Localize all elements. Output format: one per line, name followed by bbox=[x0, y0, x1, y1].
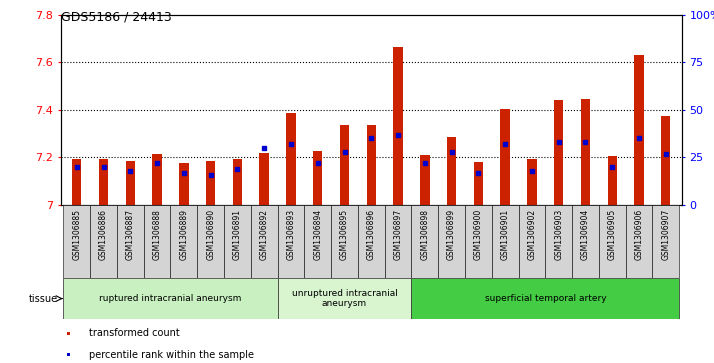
Bar bbox=[518, 205, 545, 278]
Text: GSM1306905: GSM1306905 bbox=[608, 209, 617, 260]
Bar bbox=[340, 125, 349, 205]
Bar bbox=[152, 154, 162, 205]
Bar bbox=[501, 109, 510, 205]
Bar bbox=[653, 205, 679, 278]
Text: GSM1306889: GSM1306889 bbox=[179, 209, 188, 260]
Text: GSM1306899: GSM1306899 bbox=[447, 209, 456, 260]
Bar bbox=[438, 205, 465, 278]
Bar bbox=[304, 205, 331, 278]
Bar bbox=[117, 205, 144, 278]
Bar bbox=[67, 332, 70, 335]
Bar bbox=[64, 278, 278, 319]
Bar bbox=[99, 159, 109, 205]
Text: GSM1306894: GSM1306894 bbox=[313, 209, 322, 260]
Bar bbox=[465, 205, 492, 278]
Text: GSM1306885: GSM1306885 bbox=[72, 209, 81, 260]
Bar bbox=[572, 205, 599, 278]
Text: transformed count: transformed count bbox=[89, 328, 179, 338]
Text: GSM1306891: GSM1306891 bbox=[233, 209, 242, 260]
Text: GSM1306907: GSM1306907 bbox=[661, 209, 670, 260]
Text: tissue: tissue bbox=[29, 294, 58, 303]
Bar bbox=[366, 125, 376, 205]
Bar bbox=[126, 161, 135, 205]
Bar bbox=[233, 159, 242, 205]
Bar bbox=[625, 205, 653, 278]
Bar bbox=[527, 159, 537, 205]
Bar bbox=[411, 278, 679, 319]
Bar bbox=[358, 205, 385, 278]
Text: GSM1306901: GSM1306901 bbox=[501, 209, 510, 260]
Bar bbox=[447, 137, 456, 205]
Text: GSM1306887: GSM1306887 bbox=[126, 209, 135, 260]
Bar bbox=[385, 205, 411, 278]
Bar bbox=[420, 155, 430, 205]
Text: superficial temporal artery: superficial temporal artery bbox=[485, 294, 606, 303]
Bar bbox=[224, 205, 251, 278]
Bar bbox=[608, 156, 617, 205]
Text: GSM1306902: GSM1306902 bbox=[528, 209, 536, 260]
Bar bbox=[580, 99, 590, 205]
Bar bbox=[67, 354, 70, 356]
Bar bbox=[393, 47, 403, 205]
Bar bbox=[661, 116, 670, 205]
Text: GDS5186 / 24413: GDS5186 / 24413 bbox=[61, 11, 171, 24]
Bar bbox=[278, 278, 411, 319]
Bar bbox=[251, 205, 278, 278]
Bar bbox=[411, 205, 438, 278]
Text: GSM1306906: GSM1306906 bbox=[635, 209, 643, 260]
Bar bbox=[197, 205, 224, 278]
Bar bbox=[64, 205, 90, 278]
Bar bbox=[554, 100, 563, 205]
Bar bbox=[90, 205, 117, 278]
Bar bbox=[259, 153, 269, 205]
Text: GSM1306897: GSM1306897 bbox=[393, 209, 403, 260]
Bar bbox=[206, 161, 216, 205]
Text: GSM1306886: GSM1306886 bbox=[99, 209, 108, 260]
Bar bbox=[72, 159, 81, 205]
Text: GSM1306892: GSM1306892 bbox=[260, 209, 268, 260]
Bar bbox=[278, 205, 304, 278]
Text: GSM1306893: GSM1306893 bbox=[286, 209, 296, 260]
Text: GSM1306898: GSM1306898 bbox=[421, 209, 429, 260]
Text: GSM1306888: GSM1306888 bbox=[153, 209, 161, 260]
Text: GSM1306903: GSM1306903 bbox=[554, 209, 563, 260]
Bar bbox=[286, 113, 296, 205]
Bar bbox=[331, 205, 358, 278]
Bar bbox=[545, 205, 572, 278]
Bar bbox=[179, 163, 188, 205]
Text: percentile rank within the sample: percentile rank within the sample bbox=[89, 350, 253, 360]
Text: ruptured intracranial aneurysm: ruptured intracranial aneurysm bbox=[99, 294, 241, 303]
Bar bbox=[634, 55, 644, 205]
Bar bbox=[144, 205, 171, 278]
Bar bbox=[313, 151, 323, 205]
Text: GSM1306896: GSM1306896 bbox=[367, 209, 376, 260]
Bar bbox=[473, 162, 483, 205]
Bar bbox=[171, 205, 197, 278]
Text: GSM1306900: GSM1306900 bbox=[474, 209, 483, 260]
Bar bbox=[492, 205, 518, 278]
Text: unruptured intracranial
aneurysm: unruptured intracranial aneurysm bbox=[291, 289, 398, 308]
Text: GSM1306890: GSM1306890 bbox=[206, 209, 215, 260]
Text: GSM1306904: GSM1306904 bbox=[581, 209, 590, 260]
Bar bbox=[599, 205, 625, 278]
Text: GSM1306895: GSM1306895 bbox=[340, 209, 349, 260]
